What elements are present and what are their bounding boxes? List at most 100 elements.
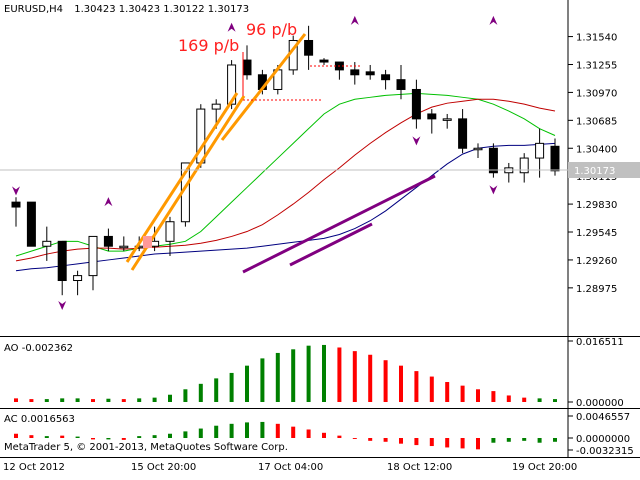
ma-long-line — [15, 142, 556, 272]
ao-bar — [75, 398, 80, 402]
ac-bar — [214, 425, 219, 438]
time-label-1: 15 Oct 20:00 — [131, 462, 197, 473]
candle — [11, 197, 21, 227]
ao-bar — [14, 398, 18, 402]
ao-bar — [229, 372, 234, 402]
ao-bar — [106, 398, 111, 402]
ao-bar — [352, 351, 357, 402]
candle — [103, 228, 113, 252]
ao-bar — [245, 365, 249, 402]
ao-bar — [121, 399, 126, 402]
ao-bar — [383, 360, 388, 402]
ac-bar — [414, 438, 419, 446]
ac-bar — [260, 421, 265, 438]
ao-bar — [491, 391, 496, 402]
ac-bar — [121, 438, 126, 440]
ac-tick-zero: 0.0000000 — [576, 434, 630, 445]
candle — [42, 226, 52, 261]
ao-bar — [537, 398, 542, 402]
ac-bar — [168, 433, 172, 438]
ac-indicator-svg[interactable]: 0.0046557 0.0000000 -0.0032315 — [0, 408, 640, 458]
price-tick-label: 1.30685 — [576, 116, 617, 127]
time-label-2: 17 Oct 04:00 — [258, 462, 324, 473]
price-tick-label: 1.30400 — [576, 144, 617, 155]
ac-bar — [198, 428, 203, 438]
ma-fast-line — [15, 92, 556, 257]
ac-bar — [506, 438, 511, 442]
ao-bar — [306, 345, 311, 402]
ac-bar — [44, 436, 49, 438]
time-axis: 12 Oct 2012 15 Oct 20:00 17 Oct 04:00 18… — [0, 458, 640, 480]
price-tick-label: 1.29260 — [576, 256, 617, 267]
ao-bar — [460, 385, 465, 402]
fractal-down-icon — [58, 301, 67, 310]
current-price-box — [568, 162, 640, 178]
ac-bar — [75, 436, 80, 438]
ac-indicator-pane[interactable]: 0.0046557 0.0000000 -0.0032315 AC 0.0016… — [0, 408, 640, 458]
candle — [26, 201, 36, 247]
fractal-down-icon — [412, 136, 421, 146]
ao-bar — [322, 344, 326, 402]
ao-bar — [91, 399, 95, 402]
ao-bar — [291, 349, 296, 402]
fractal-down-icon — [489, 185, 498, 195]
current-price-label: 1.30173 — [574, 166, 615, 177]
trend-line-purple-1 — [242, 174, 436, 274]
ao-bar — [152, 397, 157, 402]
trend-line-orange-3 — [220, 33, 307, 141]
ao-bar — [168, 394, 172, 402]
ao-bar — [198, 383, 203, 402]
ac-bar — [183, 431, 188, 438]
trend-line-orange-2 — [125, 92, 239, 263]
ao-indicator-svg[interactable]: 0.016511 0.000000 — [0, 336, 640, 408]
copyright-footer: MetaTrader 5, © 2001-2013, MetaQuotes So… — [4, 442, 288, 453]
candle — [427, 109, 437, 134]
ao-bar — [183, 389, 188, 402]
ao-bar — [476, 389, 480, 402]
ac-bar — [476, 438, 480, 450]
annotation-169: 169 p/b — [178, 36, 240, 55]
ac-bar — [306, 429, 311, 438]
ao-bar — [429, 376, 434, 402]
price-tick-label: 1.29830 — [576, 200, 617, 211]
time-label-0: 12 Oct 2012 — [3, 462, 65, 473]
symbol-label: EURUSD,H4 — [4, 4, 64, 15]
price-chart-pane[interactable]: 1.31540 1.31255 1.30970 1.30685 1.30400 1.301… — [0, 0, 640, 336]
ac-bar — [553, 438, 557, 442]
ao-label: AO -0.002362 — [4, 343, 74, 354]
annotation-96: 96 p/b — [246, 20, 298, 39]
candle — [73, 270, 83, 296]
ao-bar — [522, 397, 527, 402]
ma-slow-line — [15, 98, 556, 262]
ac-bar — [368, 438, 373, 441]
candle — [535, 128, 545, 178]
fractal-down-icon — [12, 186, 20, 196]
price-chart-svg[interactable]: 1.31540 1.31255 1.30970 1.30685 1.30400 1.301… — [0, 0, 640, 336]
ac-bar — [383, 438, 388, 442]
ao-bar — [414, 371, 419, 402]
candle — [396, 64, 406, 100]
candle — [442, 113, 452, 129]
candle — [288, 35, 298, 75]
ao-bar — [260, 358, 265, 402]
price-tick-label: 1.29545 — [576, 228, 617, 239]
candle — [381, 69, 391, 90]
ac-bar — [322, 432, 326, 438]
fractal-up-icon — [227, 22, 236, 32]
candle — [119, 236, 129, 252]
ac-label: AC 0.0016563 — [4, 414, 75, 425]
ao-bar — [214, 378, 219, 402]
ac-bar — [491, 438, 496, 443]
candle — [550, 138, 560, 176]
ao-indicator-pane[interactable]: 0.016511 0.000000 AO -0.002362 — [0, 336, 640, 408]
ac-bar — [245, 422, 249, 438]
ac-bar — [537, 438, 542, 443]
ac-bar — [60, 435, 65, 438]
ac-bar — [91, 438, 95, 440]
time-label-3: 18 Oct 12:00 — [387, 462, 453, 473]
ao-min-label: 0.000000 — [576, 398, 624, 408]
ao-bar — [445, 382, 450, 402]
price-tick-label: 1.31255 — [576, 60, 617, 71]
candle — [473, 143, 483, 159]
ao-bar — [44, 399, 49, 402]
